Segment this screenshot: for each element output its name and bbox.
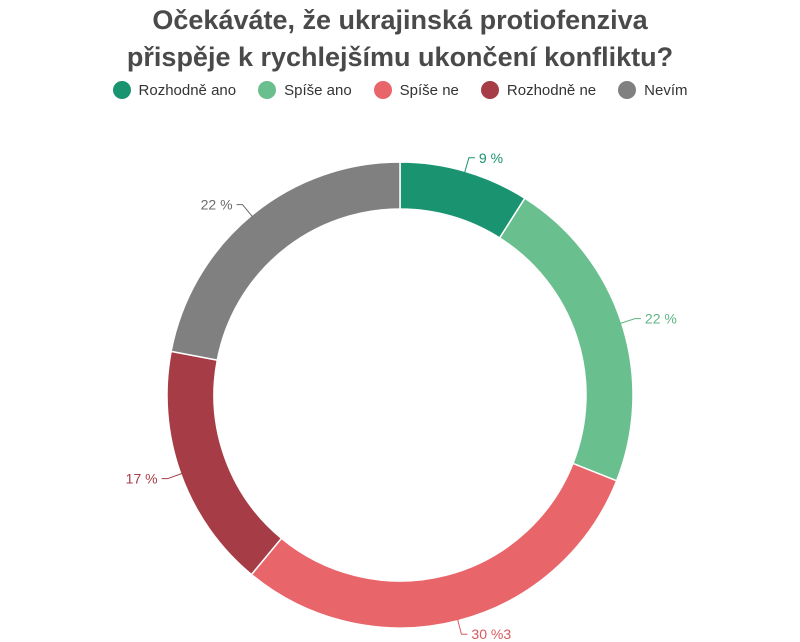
- legend-item-spise-ne: Spíše ne: [373, 81, 459, 99]
- legend-label-rozhodne-ano: Rozhodně ano: [138, 81, 237, 99]
- legend-swatch-spise-ne: [373, 81, 392, 99]
- legend-item-spise-ano: Spíše ano: [258, 81, 352, 99]
- slice-label-rozhodne-ne: 17 %: [126, 471, 158, 487]
- legend-swatch-spise-ano: [258, 81, 277, 99]
- donut-slice-rozhodne-ne: [166, 350, 283, 576]
- legend-item-nevim: Nevím: [618, 81, 687, 99]
- legend-label-spise-ne: Spíše ne: [399, 81, 459, 99]
- leader-line-spise-ano: [619, 318, 641, 325]
- leader-line-nevim: [236, 204, 254, 218]
- donut-slice-spise-ano: [498, 197, 634, 482]
- donut-slice-spise-ne: [250, 462, 618, 629]
- slice-label-rozhodne-ano: 9 %: [479, 150, 503, 166]
- chart-title-line-2: přispěje k rychlejšímu ukončení konflikt…: [126, 42, 674, 72]
- leader-line-rozhodne-ne: [161, 472, 183, 480]
- leader-line-spise-ne: [456, 618, 468, 635]
- legend-label-rozhodne-ne: Rozhodně ne: [506, 81, 597, 99]
- slice-label-spise-ne: 30 %3: [471, 626, 511, 642]
- donut-slice-nevim: [170, 161, 401, 362]
- slice-label-nevim: 22 %: [201, 197, 233, 213]
- chart-legend: Rozhodně ano Spíše ano Spíše ne Rozhodně…: [0, 81, 800, 99]
- legend-swatch-rozhodne-ne: [480, 81, 499, 99]
- slice-label-spise-ano: 22 %: [645, 311, 677, 327]
- legend-label-nevim: Nevím: [644, 81, 688, 99]
- legend-label-spise-ano: Spíše ano: [284, 81, 352, 99]
- chart-title-line-1: Očekáváte, že ukrajinská protiofenziva: [152, 5, 648, 35]
- legend-item-rozhodne-ne: Rozhodně ne: [480, 81, 597, 99]
- legend-swatch-rozhodne-ano: [112, 81, 131, 99]
- legend-item-rozhodne-ano: Rozhodně ano: [112, 81, 237, 99]
- legend-swatch-nevim: [618, 81, 637, 99]
- chart-title: Očekáváte, že ukrajinská protiofenziva p…: [0, 2, 800, 76]
- leader-line-rozhodne-ano: [463, 157, 475, 174]
